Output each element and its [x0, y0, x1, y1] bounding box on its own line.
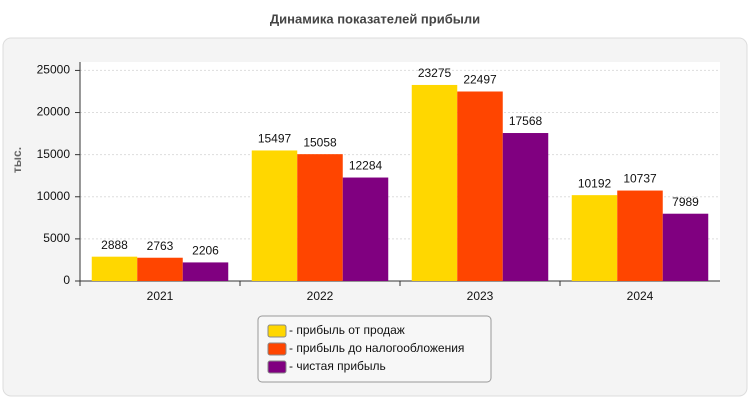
- value-label: 2888: [101, 238, 128, 252]
- bar: [297, 154, 343, 281]
- legend-label: - прибыль до налогообложения: [289, 341, 464, 355]
- value-label: 2763: [147, 239, 174, 253]
- bar: [617, 190, 663, 281]
- bar: [502, 133, 549, 281]
- legend-swatch: [267, 342, 287, 356]
- bar: [137, 257, 183, 281]
- chart-title: Динамика показателей прибыли: [270, 11, 480, 26]
- value-label: 10737: [623, 172, 657, 186]
- bar: [182, 262, 229, 281]
- x-tick-label: 2022: [307, 289, 334, 303]
- y-tick-label: 25000: [37, 63, 71, 77]
- value-label: 17568: [509, 114, 543, 128]
- legend-label: - чистая прибыль: [289, 359, 386, 373]
- y-tick-label: 15000: [37, 147, 71, 161]
- y-tick-label: 20000: [37, 105, 71, 119]
- value-label: 22497: [463, 73, 497, 87]
- legend-swatch: [267, 360, 287, 374]
- value-label: 2206: [192, 244, 219, 258]
- x-tick-label: 2024: [627, 289, 654, 303]
- value-label: 12284: [349, 159, 383, 173]
- value-label: 15058: [303, 135, 337, 149]
- value-label: 15497: [258, 132, 292, 146]
- value-label: 10192: [578, 176, 612, 190]
- bar: [662, 213, 709, 281]
- legend-swatch: [267, 324, 287, 338]
- y-tick-label: 10000: [37, 189, 71, 203]
- value-label: 7989: [672, 195, 699, 209]
- bar: [457, 91, 503, 281]
- bar: [342, 177, 389, 281]
- y-axis-label: тыс.: [10, 147, 24, 173]
- y-tick-label: 0: [63, 273, 70, 287]
- x-tick-label: 2021: [147, 289, 174, 303]
- legend-label: - прибыль от продаж: [289, 323, 405, 337]
- x-tick-label: 2023: [467, 289, 494, 303]
- y-tick-label: 5000: [43, 231, 70, 245]
- bar: [91, 256, 138, 281]
- value-label: 23275: [418, 66, 452, 80]
- bar: [411, 84, 458, 281]
- bar: [571, 195, 618, 281]
- bar: [251, 150, 298, 281]
- legend: [257, 315, 492, 383]
